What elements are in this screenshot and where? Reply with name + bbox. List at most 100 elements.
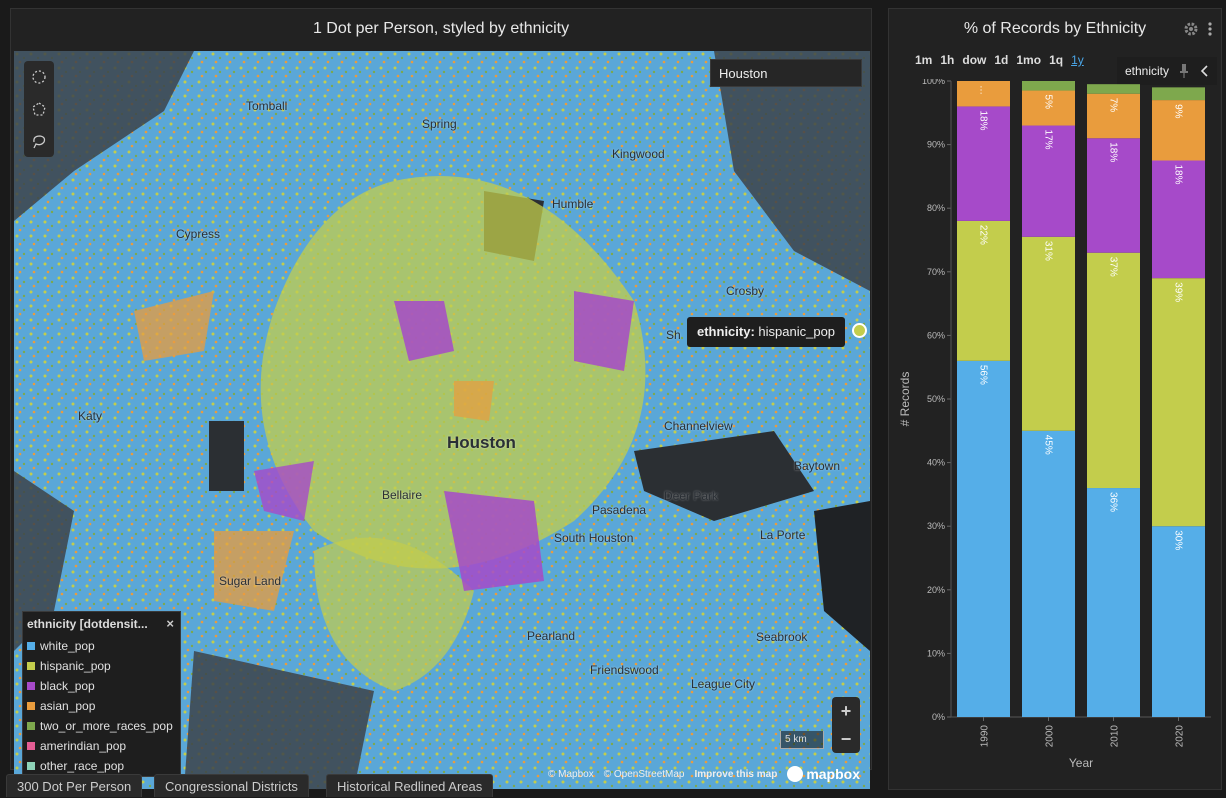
y-tick-label: 100% [922,79,945,86]
place-label: League City [691,677,756,691]
bar-segment-white-pop [1087,488,1140,717]
map-panel-title: 1 Dot per Person, styled by ethnicity [312,20,570,37]
time-bin-dow[interactable]: dow [962,53,987,67]
time-bin-1mo[interactable]: 1mo [1016,53,1042,67]
legend-label: two_or_more_races_pop [40,719,173,733]
chart-panel-icons [1183,21,1213,37]
legend-swatch [27,682,35,690]
kebab-menu-icon[interactable] [1207,21,1213,37]
bar-data-label: 18% [978,110,989,130]
chart-panel-title: % of Records by Ethnicity [963,20,1147,37]
bar-data-label: 37% [1108,257,1119,277]
map-attribution: © Mapbox © OpenStreetMap Improve this ma… [548,763,860,785]
place-label: Kingwood [612,147,665,161]
place-label: Bellaire [382,488,423,502]
time-bin-1d[interactable]: 1d [994,53,1009,67]
map-search-input[interactable]: Houston [710,59,862,87]
zoom-control: + − [832,697,860,753]
attribution-osm-link[interactable]: © OpenStreetMap [603,768,685,780]
bar-segment-hispanic-pop [1152,278,1205,527]
bar-data-label: 9% [1173,104,1184,119]
dashboard-tabbar: 300 Dot Per Person Congressional Distric… [0,772,872,797]
lasso-select-icon[interactable] [24,125,54,157]
polygon-select-icon[interactable] [24,93,54,125]
y-tick-label: 30% [927,521,945,531]
bar-data-label: 18% [1173,165,1184,185]
legend-header: ethnicity [dotdensit... × [23,612,180,636]
bar-segment-two-or-more-races-pop [1152,87,1205,101]
time-bin-1q[interactable]: 1q [1049,53,1064,67]
attribution-mapbox-link[interactable]: © Mapbox [548,768,594,780]
x-tick-label: 2020 [1175,725,1186,748]
x-axis-label: Year [1069,756,1093,770]
legend-swatch [27,742,35,750]
bar-segment-black-pop [957,106,1010,221]
legend-close-icon[interactable]: × [166,616,174,631]
circle-select-icon[interactable] [24,61,54,93]
x-tick-label: 2010 [1110,725,1121,748]
legend-label: hispanic_pop [40,659,111,673]
bar-segment-hispanic-pop [1087,252,1140,489]
y-tick-label: 60% [927,330,945,340]
bar-segment-asian-pop [957,81,1010,107]
bar-segment-asian-pop [1022,90,1075,126]
draw-toolbar [24,61,54,157]
zoom-in-button[interactable]: + [840,701,852,721]
place-label: Spring [422,117,457,131]
y-tick-label: 40% [927,458,945,468]
legend-item-two-or-more-races-pop[interactable]: two_or_more_races_pop [23,716,180,736]
legend-item-amerindian-pop[interactable]: amerindian_pop [23,736,180,756]
bar-segment-black-pop [1022,125,1075,237]
dot-density-map[interactable]: Tomball Spring Kingwood Humble Cypress C… [14,51,870,789]
place-label: Humble [552,197,594,211]
chevron-left-icon[interactable] [1199,64,1209,78]
bar-data-label: 7% [1108,98,1119,113]
y-tick-label: 20% [927,585,945,595]
legend-item-white-pop[interactable]: white_pop [23,636,180,656]
x-tick-label: 1990 [980,725,991,748]
legend-item-other-race-pop[interactable]: other_race_pop [23,756,180,776]
legend-item-hispanic-pop[interactable]: hispanic_pop [23,656,180,676]
bar-data-label: 22% [978,225,989,245]
mapbox-logo[interactable]: mapbox [787,766,860,782]
legend-swatch [27,762,35,770]
map-scale: 5 km [780,731,824,749]
mapbox-logo-text: mapbox [806,766,860,782]
y-tick-label: 70% [927,267,945,277]
time-bin-1y[interactable]: 1y [1071,53,1084,67]
bar-segment-black-pop [1087,138,1140,253]
map-panel: 1 Dot per Person, styled by ethnicity [10,8,872,789]
place-label: Crosby [726,284,765,298]
time-bin-1m[interactable]: 1m [915,53,933,67]
tab-historical-redlined-areas[interactable]: Historical Redlined Areas [326,774,494,797]
legend-label: asian_pop [40,699,96,713]
place-label: Deer Park [664,489,719,503]
tooltip-key: ethnicity: [697,324,755,339]
y-tick-label: 10% [927,648,945,658]
time-bin-1h[interactable]: 1h [940,53,955,67]
bar-data-label: 39% [1173,282,1184,302]
tab-congressional-districts[interactable]: Congressional Districts [154,774,309,797]
pin-icon[interactable] [1179,64,1189,78]
place-label: Seabrook [756,630,808,644]
y-tick-label: 0% [932,712,945,722]
legend-item-black-pop[interactable]: black_pop [23,676,180,696]
y-tick-label: 90% [927,140,945,150]
place-label: Tomball [246,99,288,113]
bar-data-label: 31% [1043,241,1054,261]
improve-map-link[interactable]: Improve this map [694,768,778,780]
bar-segment-hispanic-pop [1022,236,1075,431]
place-label: Sugar Land [219,574,282,588]
bar-data-label: 56% [978,365,989,385]
legend-item-asian-pop[interactable]: asian_pop [23,696,180,716]
zoom-out-button[interactable]: − [840,729,852,749]
tab-dot-per-person[interactable]: 300 Dot Per Person [6,774,143,797]
legend-label: black_pop [40,679,95,693]
hover-marker-icon [852,323,867,338]
legend-label: amerindian_pop [40,739,127,753]
legend-label: other_race_pop [40,759,125,773]
legend-swatch [27,662,35,670]
legend-swatch [27,642,35,650]
gear-icon[interactable] [1183,21,1199,37]
